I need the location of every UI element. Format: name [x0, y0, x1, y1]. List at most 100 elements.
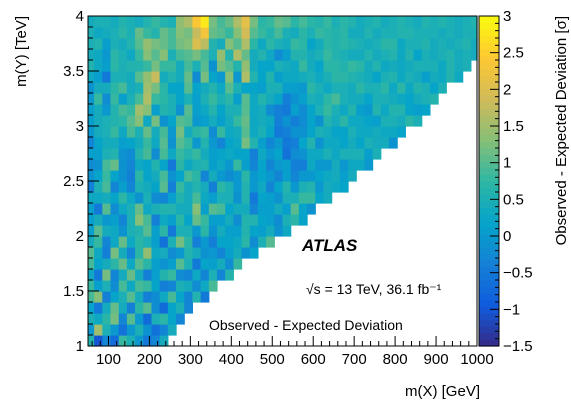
heatmap-cell	[331, 82, 341, 94]
colorbar-segment	[479, 167, 499, 175]
heatmap-cell	[135, 214, 144, 226]
colorbar-segment	[479, 233, 499, 241]
heatmap-cell	[151, 247, 161, 259]
heatmap-cell	[241, 71, 251, 83]
heatmap-cell	[118, 104, 128, 116]
heatmap-cell	[110, 148, 120, 160]
heatmap-cell	[110, 236, 120, 248]
heatmap-cell	[241, 60, 251, 72]
heatmap-cell	[94, 236, 103, 248]
heatmap-cell	[274, 148, 284, 160]
heatmap-cell	[225, 60, 234, 72]
heatmap-cell	[323, 137, 333, 149]
heatmap-cell	[143, 291, 153, 303]
heatmap-cell	[176, 82, 185, 94]
heatmap-cell	[216, 148, 226, 160]
heatmap-cell	[192, 148, 202, 160]
heatmap-cell	[167, 60, 177, 72]
heatmap-cell	[151, 82, 161, 94]
heatmap-cell	[143, 159, 153, 171]
heatmap-cell	[176, 49, 185, 61]
colorbar-segment	[479, 247, 499, 255]
heatmap-cell	[184, 203, 194, 215]
heatmap-cell	[356, 104, 365, 116]
heatmap-cell	[88, 27, 95, 39]
heatmap-cell	[102, 269, 112, 281]
heatmap-cell	[184, 192, 194, 204]
heatmap-cell	[126, 115, 136, 127]
colorbar-segment	[479, 286, 499, 294]
heatmap-cell	[249, 203, 259, 215]
heatmap-cell	[159, 247, 169, 259]
heatmap-cell	[323, 71, 333, 83]
heatmap-cell	[388, 27, 398, 39]
heatmap-cell	[380, 93, 390, 105]
heatmap-cell	[266, 27, 275, 39]
heatmap-cell	[405, 71, 415, 83]
heatmap-cell	[307, 71, 316, 83]
heatmap-cell	[208, 71, 218, 83]
heatmap-cell	[118, 60, 128, 72]
heatmap-cell	[135, 38, 144, 50]
heatmap-cell	[192, 159, 202, 171]
heatmap-cell	[118, 93, 128, 105]
heatmap-cell	[388, 71, 398, 83]
heatmap-cell	[298, 214, 308, 226]
heatmap-cell	[200, 203, 210, 215]
heatmap-cell	[167, 280, 177, 292]
heatmap-cell	[88, 203, 95, 215]
colorbar-segment	[479, 326, 499, 334]
colorbar-segment	[479, 121, 499, 129]
heatmap-cell	[192, 225, 202, 237]
heatmap-cell	[135, 302, 144, 314]
heatmap-cell	[331, 38, 341, 50]
heatmap-cell	[208, 27, 218, 39]
heatmap-cell	[315, 49, 325, 61]
heatmap-cell	[184, 71, 194, 83]
heatmap-cell	[266, 93, 275, 105]
heatmap-cell	[176, 192, 185, 204]
colorbar-segment	[479, 49, 499, 57]
heatmap-cell	[356, 71, 365, 83]
heatmap-cell	[315, 170, 325, 182]
heatmap-cell	[225, 71, 234, 83]
heatmap-cell	[176, 280, 185, 292]
heatmap-cell	[257, 170, 267, 182]
heatmap-cell	[446, 60, 456, 72]
heatmap-cell	[216, 258, 226, 270]
heatmap-cell	[200, 27, 210, 39]
heatmap-cell	[307, 16, 316, 28]
heatmap-cell	[315, 192, 325, 204]
heatmap-cell	[241, 49, 251, 61]
heatmap-cell	[192, 38, 202, 50]
heatmap-cell	[151, 302, 161, 314]
heatmap-cell	[315, 82, 325, 94]
heatmap-cell	[126, 137, 136, 149]
heatmap-cell	[241, 27, 251, 39]
heatmap-cell	[266, 71, 275, 83]
heatmap-cell	[356, 159, 365, 171]
heatmap-cell	[233, 93, 243, 105]
heatmap-cell	[167, 16, 177, 28]
heatmap-cell	[102, 60, 112, 72]
heatmap-cell	[356, 148, 365, 160]
heatmap-cell	[126, 280, 136, 292]
heatmap-cell	[339, 159, 349, 171]
heatmap-cell	[241, 236, 251, 248]
heatmap-cell	[216, 104, 226, 116]
heatmap-cell	[143, 236, 153, 248]
heatmap-cell	[167, 214, 177, 226]
x-tick-label: 600	[301, 351, 326, 368]
heatmap-cell	[118, 137, 128, 149]
heatmap-cell	[159, 170, 169, 182]
colorbar-segment	[479, 240, 499, 248]
heatmap-cell	[184, 60, 194, 72]
heatmap-cell	[257, 49, 267, 61]
heatmap-cell	[151, 269, 161, 281]
colorbar-segment	[479, 68, 499, 76]
heatmap-cell	[118, 236, 128, 248]
heatmap-cell	[249, 126, 259, 138]
heatmap-cell	[110, 247, 120, 259]
